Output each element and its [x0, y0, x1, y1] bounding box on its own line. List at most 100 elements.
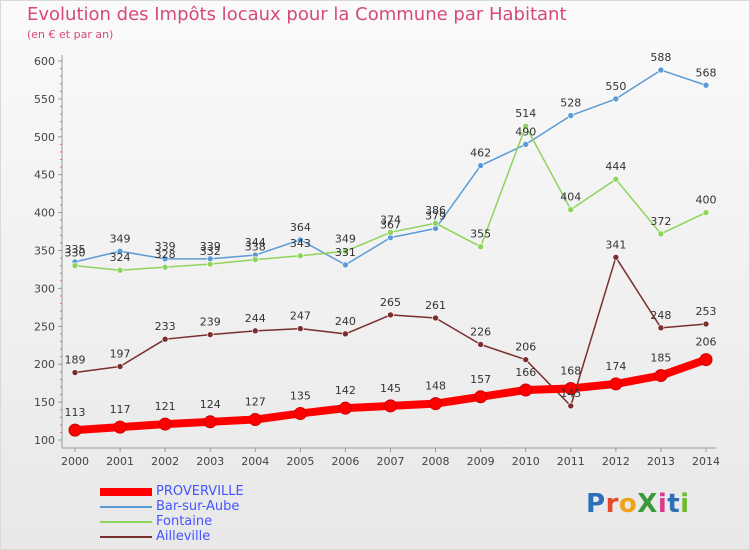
series-fontaine-point — [206, 260, 214, 268]
brand-letter: X — [637, 489, 658, 519]
series-bar-sur-aube-point — [567, 112, 575, 119]
series-bar-sur-aube-data-label: 528 — [560, 97, 581, 110]
series-fontaine-point — [116, 266, 124, 274]
series-ailleville-data-label: 197 — [110, 347, 131, 360]
y-tick-label: 450 — [34, 169, 55, 182]
y-tick-label: 150 — [34, 396, 55, 409]
y-tick-label: 100 — [34, 434, 55, 447]
series-bar-sur-aube-data-label: 462 — [470, 147, 491, 160]
series-proverville-data-label: 148 — [425, 380, 446, 393]
legend-label: Fontaine — [156, 514, 213, 529]
y-tick-label: 600 — [34, 55, 55, 68]
series-bar-sur-aube-point — [657, 66, 665, 74]
brand-letter: i — [680, 489, 690, 519]
series-fontaine-data-label: 404 — [560, 191, 581, 204]
series-fontaine-data-label: 338 — [245, 241, 266, 254]
series-bar-sur-aube-point — [116, 247, 124, 255]
series-proverville-point — [609, 377, 623, 391]
series-fontaine-point — [657, 230, 665, 238]
series-bar-sur-aube-data-label: 379 — [425, 210, 446, 223]
series-fontaine-point — [477, 243, 484, 251]
legend-label: Ailleville — [156, 529, 211, 544]
x-tick-label: 2007 — [377, 455, 405, 468]
series-ailleville-point — [567, 402, 575, 410]
series-ailleville-data-label: 233 — [155, 320, 176, 333]
series-fontaine-data-label: 386 — [425, 204, 446, 217]
series-fontaine-point — [567, 206, 575, 213]
legend-item: Ailleville — [100, 529, 244, 544]
series-fontaine-point — [702, 209, 710, 216]
series-bar-sur-aube-data-label: 349 — [110, 232, 131, 245]
series-ailleville-data-label: 239 — [200, 316, 221, 329]
series-ailleville-point — [297, 325, 304, 332]
y-tick-label: 300 — [34, 282, 55, 295]
y-tick-label: 200 — [34, 358, 55, 371]
brand-letter: r — [605, 489, 619, 519]
series-proverville-point — [564, 381, 578, 395]
series-fontaine-point — [297, 252, 304, 260]
series-bar-sur-aube-data-label: 339 — [200, 240, 221, 253]
y-tick-label: 400 — [34, 207, 55, 220]
x-tick-label: 2011 — [557, 455, 585, 468]
x-tick-label: 2002 — [151, 455, 179, 468]
series-ailleville-point — [477, 341, 484, 348]
series-fontaine-data-label: 514 — [515, 107, 536, 120]
series-bar-sur-aube-data-label: 339 — [155, 240, 176, 253]
x-tick-label: 2012 — [602, 455, 630, 468]
series-fontaine-data-label: 372 — [650, 215, 671, 228]
legend-item: Bar-sur-Aube — [100, 499, 244, 514]
series-ailleville-point — [342, 330, 349, 338]
legend: PROVERVILLE Bar-sur-Aube Fontaine Aillevill… — [100, 484, 244, 544]
series-bar-sur-aube-data-label: 568 — [696, 66, 717, 79]
x-tick-label: 2008 — [422, 455, 450, 468]
series-fontaine-data-label: 349 — [335, 232, 356, 245]
series-proverville-point — [158, 417, 172, 431]
series-proverville-point — [203, 415, 217, 429]
series-fontaine-data-label: 355 — [470, 228, 491, 241]
legend-swatch — [100, 505, 152, 508]
series-fontaine-point — [251, 256, 259, 263]
series-bar-sur-aube-data-label: 588 — [650, 51, 671, 64]
series-ailleville-point — [387, 311, 394, 319]
series-bar-sur-aube-data-label: 344 — [245, 236, 266, 249]
series-fontaine-point — [387, 229, 394, 236]
series-proverville-point — [474, 390, 488, 404]
series-bar-sur-aube-point — [702, 81, 710, 89]
series-bar-sur-aube-data-label: 490 — [515, 125, 536, 138]
series-proverville-point — [293, 406, 307, 420]
x-tick-label: 2005 — [286, 455, 314, 468]
series-ailleville-point — [657, 324, 665, 332]
series-fontaine-point — [432, 219, 439, 227]
brand-logo: ProXiti — [586, 489, 690, 519]
series-ailleville-point — [702, 320, 710, 328]
series-proverville-data-label: 124 — [200, 398, 221, 411]
legend-swatch — [100, 487, 152, 496]
series-ailleville-data-label: 240 — [335, 315, 356, 328]
series-fontaine-data-label: 400 — [696, 194, 717, 207]
series-proverville-point — [68, 423, 82, 437]
series-ailleville-point — [432, 314, 439, 322]
legend-item: Fontaine — [100, 514, 244, 529]
series-proverville-data-label: 142 — [335, 384, 356, 397]
x-tick-label: 2014 — [692, 455, 720, 468]
series-fontaine-data-label: 444 — [605, 160, 626, 173]
series-proverville-point — [338, 401, 352, 415]
series-fontaine-point — [161, 263, 169, 271]
y-tick-label: 550 — [34, 93, 55, 106]
series-proverville-data-label: 168 — [560, 364, 581, 377]
series-bar-sur-aube-point — [342, 261, 349, 269]
x-tick-label: 2010 — [512, 455, 540, 468]
series-ailleville-data-label: 261 — [425, 299, 446, 312]
series-ailleville-data-label: 341 — [605, 238, 626, 251]
legend-label: PROVERVILLE — [156, 484, 244, 499]
series-ailleville-point — [612, 254, 620, 261]
series-proverville-point — [429, 397, 443, 411]
series-fontaine-data-label: 343 — [290, 237, 311, 250]
series-bar-sur-aube-point — [161, 255, 169, 263]
chart-subtitle: (en € et par an) — [27, 28, 114, 41]
x-tick-label: 2013 — [647, 455, 675, 468]
series-ailleville-point — [206, 331, 214, 338]
series-proverville-data-label: 166 — [515, 366, 536, 379]
series-fontaine-point — [342, 247, 349, 255]
